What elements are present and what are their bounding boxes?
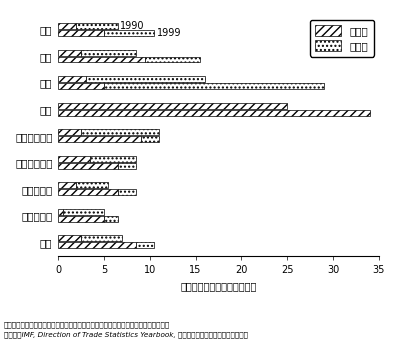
Bar bbox=[58, 23, 76, 29]
Bar bbox=[81, 129, 159, 135]
Bar bbox=[58, 163, 118, 169]
Legend: 対中国, 対香港: 対中国, 対香港 bbox=[310, 20, 374, 56]
Text: 1990: 1990 bbox=[120, 21, 145, 31]
Bar bbox=[58, 216, 104, 222]
Bar bbox=[58, 236, 81, 241]
Bar bbox=[81, 50, 136, 55]
Bar bbox=[118, 163, 136, 169]
Bar bbox=[58, 50, 81, 55]
Bar bbox=[58, 30, 104, 36]
Bar bbox=[58, 103, 287, 109]
Bar bbox=[90, 156, 136, 162]
X-axis label: （輸出に占めるシェア，％）: （輸出に占めるシェア，％） bbox=[180, 281, 257, 291]
Bar bbox=[136, 242, 154, 248]
Bar bbox=[58, 129, 81, 135]
Bar bbox=[86, 76, 205, 82]
Bar bbox=[58, 110, 370, 116]
Bar bbox=[58, 76, 86, 82]
Bar bbox=[58, 209, 63, 215]
Bar bbox=[81, 236, 122, 241]
Bar bbox=[76, 23, 118, 29]
Bar bbox=[104, 216, 118, 222]
Bar bbox=[145, 57, 200, 63]
Bar bbox=[104, 30, 154, 36]
Bar bbox=[58, 156, 90, 162]
Bar bbox=[63, 209, 104, 215]
Bar bbox=[58, 182, 76, 188]
Bar bbox=[118, 189, 136, 195]
Bar bbox=[58, 57, 145, 63]
Bar bbox=[76, 182, 108, 188]
Text: （注）　各国の対香港輸出の内、相当の部分が中国への中継賽易であるとみられる。: （注） 各国の対香港輸出の内、相当の部分が中国への中継賽易であるとみられる。 bbox=[4, 321, 170, 328]
Bar bbox=[58, 189, 118, 195]
Text: 1999: 1999 bbox=[157, 28, 182, 38]
Bar bbox=[58, 136, 140, 142]
Bar bbox=[58, 242, 136, 248]
Text: （出所）IMF, Direction of Trade Statistics Yearbook, および台湾『進出口購易統計月報』: （出所）IMF, Direction of Trade Statistics Y… bbox=[4, 332, 248, 338]
Bar bbox=[58, 83, 104, 89]
Bar bbox=[140, 136, 159, 142]
Bar bbox=[104, 83, 324, 89]
